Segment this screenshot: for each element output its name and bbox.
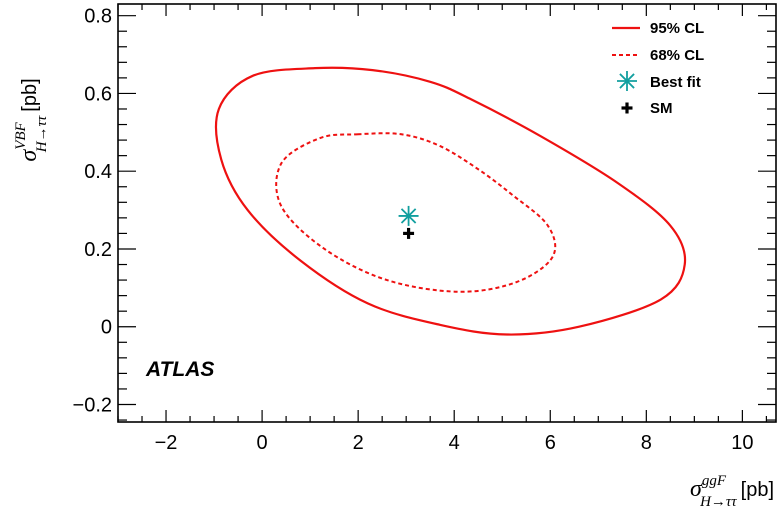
y-tick-label: 0.4 <box>84 161 112 183</box>
x-tick-label: 10 <box>731 432 753 454</box>
contours <box>214 66 687 336</box>
legend-sm-symbol <box>621 102 633 114</box>
plot-frame <box>117 3 777 423</box>
y-axis-title: σVBF H→ττ [pb] <box>13 78 50 161</box>
y-axis-symbol: σ <box>16 149 42 162</box>
y-tick-label: 0.2 <box>84 239 112 261</box>
y-tick-label: 0.8 <box>84 6 112 28</box>
atlas-label: ATLAS <box>145 358 214 381</box>
x-tick-label: 8 <box>641 432 652 454</box>
y-axis-subscript: H→ττ <box>34 115 50 153</box>
y-tick-label: 0.6 <box>84 83 112 105</box>
x-tick-label: 6 <box>545 432 556 454</box>
best-fit-marker <box>398 205 419 226</box>
x-axis-subscript: H→ττ <box>699 494 737 508</box>
legend: 95% CL 68% CL Best fit SM <box>612 20 704 117</box>
x-axis-title: σggF H→ττ [pb] <box>690 473 774 508</box>
x-tick-label: 4 <box>449 432 460 454</box>
axis-ticks <box>117 4 776 422</box>
y-axis-unit: [pb] <box>19 78 41 111</box>
sm-marker <box>403 227 415 239</box>
y-tick-label: −0.2 <box>73 395 112 417</box>
legend-best-fit-label: Best fit <box>650 74 701 91</box>
legend-sm-label: SM <box>650 100 673 117</box>
x-axis-unit: [pb] <box>741 479 774 501</box>
x-tick-label: 2 <box>353 432 364 454</box>
x-axis-superscript: ggF <box>702 473 727 489</box>
legend-95-label: 95% CL <box>650 20 704 37</box>
contour-95cl <box>214 66 687 336</box>
x-tick-label: 0 <box>257 432 268 454</box>
tick-labels: −2 0 2 4 6 8 10 −0.2 0 0.2 0.4 0.6 0.8 <box>73 6 754 454</box>
x-axis-symbol: σ <box>690 476 703 502</box>
legend-68-label: 68% CL <box>650 47 704 64</box>
contour-68cl <box>275 132 557 293</box>
x-tick-label: −2 <box>155 432 178 454</box>
markers <box>398 205 419 239</box>
y-tick-label: 0 <box>101 317 112 339</box>
y-axis-superscript: VBF <box>13 121 29 149</box>
legend-best-fit-symbol <box>617 71 637 91</box>
